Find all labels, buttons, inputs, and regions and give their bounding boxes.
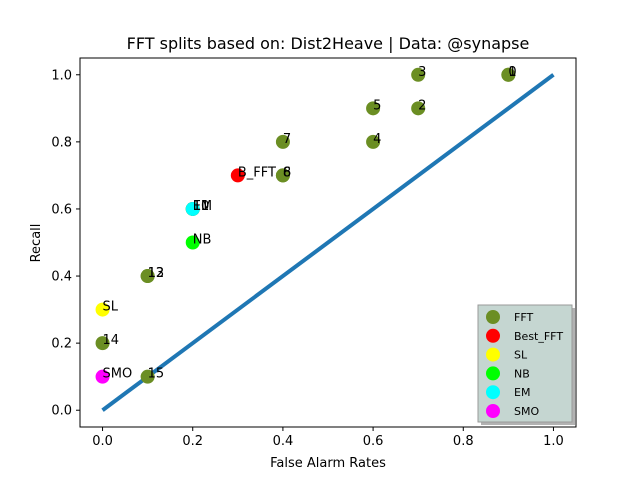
data-point [275, 168, 290, 183]
y-axis-label: Recall [29, 224, 44, 263]
legend-entry: SMO [514, 405, 539, 418]
point-label: 4 [373, 132, 381, 147]
legend: FFT Best_FFT SL NB EM SMO [477, 304, 575, 425]
legend-entry: SL [514, 349, 528, 362]
data-point [140, 369, 155, 384]
legend-entry: NB [514, 367, 530, 380]
legend-marker [486, 385, 500, 400]
point-label: NB [193, 233, 212, 248]
point-label: 13 [148, 266, 165, 281]
legend-marker [486, 347, 500, 362]
y-tick-label: 0.8 [51, 135, 72, 150]
point-label: B_FFT [238, 165, 276, 180]
point-label: 7 [283, 132, 291, 147]
point-label: SMO [103, 367, 133, 382]
y-tick-label: 1.0 [51, 68, 72, 83]
point-label: 8 [283, 165, 291, 180]
point-label: 6 [283, 165, 291, 180]
legend-marker [486, 404, 500, 418]
data-point [275, 134, 290, 149]
data-point [366, 101, 381, 116]
point-label: SL [103, 300, 119, 315]
point-label: EM [193, 199, 212, 214]
plot-area: 0.0 0.2 0.4 0.6 0.8 1.00.00.20.40.60.81.0 0123… [51, 57, 577, 449]
data-point [411, 101, 426, 116]
point-label: 14 [103, 333, 120, 348]
data-point [95, 302, 110, 317]
point-label: 15 [148, 367, 165, 382]
point-label: 10 [193, 199, 210, 214]
data-point [140, 269, 155, 284]
data-point [95, 336, 110, 351]
y-tick-label: 0.2 [51, 337, 72, 352]
point-label: 1 [508, 65, 516, 80]
x-tick-label: 1.0 [543, 434, 564, 449]
x-tick-label: 0.4 [273, 434, 294, 449]
point-label: 3 [418, 65, 426, 80]
legend-marker [486, 366, 500, 381]
plot-frame [79, 57, 577, 428]
legend-entry: EM [514, 386, 530, 399]
x-axis-label: False Alarm Rates [270, 456, 386, 471]
y-tick-label: 0.4 [51, 270, 72, 285]
y-tick-label: 0.0 [51, 404, 72, 419]
legend-marker [486, 310, 500, 324]
y-tick-label: 0.6 [51, 202, 72, 217]
x-tick-label: 0.0 [92, 434, 113, 449]
data-point [185, 201, 200, 216]
x-tick-label: 0.6 [363, 434, 384, 449]
diagonal-line [101, 73, 555, 412]
point-label: 0 [508, 65, 516, 80]
legend-marker [486, 328, 500, 343]
point-label: 2 [418, 98, 426, 113]
point-label: 5 [373, 98, 381, 113]
x-tick-label: 0.2 [182, 434, 203, 449]
data-point [95, 369, 110, 384]
data-point [185, 235, 200, 250]
data-point [366, 134, 381, 149]
data-point [501, 67, 516, 82]
x-tick-label: 0.8 [453, 434, 474, 449]
data-point [411, 67, 426, 82]
legend-entry: FFT [514, 311, 533, 324]
chart-title: FFT splits based on: Dist2Heave | Data: … [127, 34, 530, 53]
legend-box [477, 304, 573, 423]
data-point [230, 168, 245, 183]
legend-entry: Best_FFT [514, 330, 563, 343]
point-label: 12 [148, 266, 165, 281]
point-label: 11 [193, 199, 210, 214]
